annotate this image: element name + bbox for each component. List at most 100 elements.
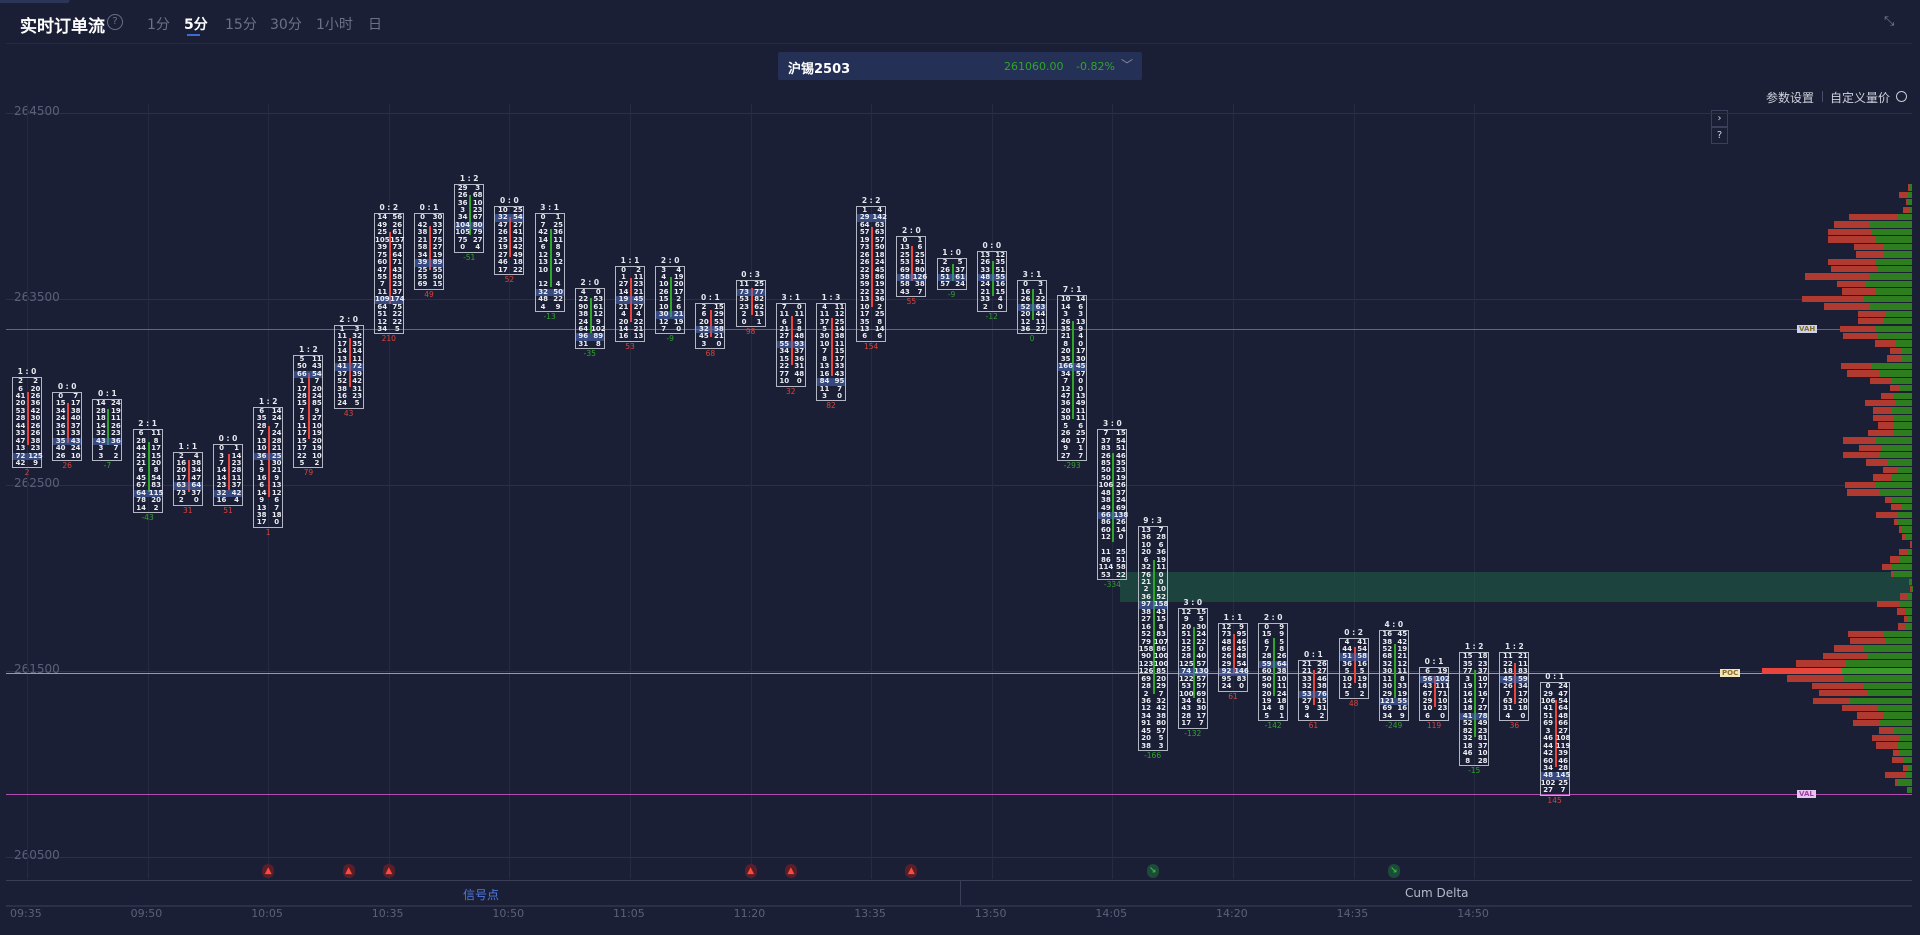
ask-volume: 23 xyxy=(231,458,242,467)
candle-ratio: 0 : 0 xyxy=(500,196,519,205)
signal-up-arrow-icon[interactable]: ▲ xyxy=(784,864,797,878)
footprint-candle[interactable]: 4 11 11 12 37 25 5 14 30 38 10 11 7 15 8 17 13 33 16 43 84 95… xyxy=(816,302,846,402)
footprint-candle[interactable]: 15 18 35 23 77 37 3 10 19 17 16 16 14 7 18 27 41 78 52 49 82… xyxy=(1459,652,1490,766)
footprint-candle[interactable]: 0 3 16 1 26 22 52 63 20 44 12 11 36 27 xyxy=(1017,280,1047,335)
footprint-candle[interactable]: 2 2 6 20 41 26 20 36 53 42 28 30 44 26 33 26 47 38 13 23 72 1… xyxy=(12,377,43,469)
footprint-candle[interactable]: 4 41 44 54 51 58 36 16 5 5 10 19 12 18 5 2 xyxy=(1338,637,1369,700)
footprint-candle[interactable]: 0 1 3 14 7 23 14 28 14 11 23 37 32 42 16 4 xyxy=(213,444,243,506)
footprint-candle[interactable]: 1 4 29 142 64 63 57 63 19 57 73 50 26 18 26 24 22 45 39 86 5… xyxy=(856,206,887,342)
bid-volume: 25 xyxy=(417,265,428,274)
tab-1hour[interactable]: 1小时 xyxy=(316,17,353,33)
signal-down-arrow-icon[interactable]: ↘ xyxy=(1387,864,1400,878)
footprint-candle[interactable]: 29 3 26 68 36 10 3 23 34 67 104 80 105 79 75 27 0 4 xyxy=(454,183,485,253)
footprint-row: 14 26 xyxy=(93,422,121,430)
bid-volume: 27 xyxy=(1141,615,1151,624)
chevron-down-icon[interactable]: ﹀ xyxy=(1121,58,1134,72)
signal-up-arrow-icon[interactable]: ▲ xyxy=(744,864,757,878)
signal-up-arrow-icon[interactable]: ▲ xyxy=(262,864,275,878)
footprint-candle[interactable]: 11 25 73 77 53 82 23 62 2 13 0 1 xyxy=(735,280,766,328)
tab-cum-delta[interactable]: Cum Delta xyxy=(1405,886,1469,900)
footprint-candle[interactable]: 4 0 22 53 90 61 38 12 24 9 64 102 96 89 31 8 xyxy=(574,287,606,350)
footprint-candle[interactable]: 21 26 21 27 33 46 32 38 53 76 27 15 9 31 4 2 xyxy=(1298,659,1329,722)
footprint-candle[interactable]: 2 5 26 37 51 61 57 24 xyxy=(936,258,967,290)
ask-volume: 34 xyxy=(191,466,202,475)
footprint-candle[interactable]: 1 3 11 32 17 35 14 14 13 11 41 72 37 39 52 42 38 31 16 23 24… xyxy=(333,325,364,409)
footprint-candle[interactable]: 11 21 22 11 18 83 45 59 26 34 7 17 63 20 31 18 4 0 xyxy=(1499,652,1530,722)
footprint-candle[interactable]: 7 15 37 54 83 51 26 46 85 35 50 23 50 19 106 26 48 37 38 24… xyxy=(1097,429,1128,580)
footprint-candle[interactable]: 10 25 32 54 47 27 26 41 25 23 19 42 27 49 46 18 17 22 xyxy=(494,206,525,275)
tab-day[interactable]: 日 xyxy=(368,17,382,33)
expand-button[interactable]: › xyxy=(1711,110,1728,127)
ask-volume: 61 xyxy=(593,302,604,311)
footprint-candle[interactable]: 6 14 35 24 28 7 7 24 13 28 10 21 36 25 1 30 9 21 16 9 6 13 14 1… xyxy=(253,406,284,528)
tab-signal-points[interactable]: 信号点 xyxy=(463,888,500,902)
footprint-candle[interactable]: 6 11 28 8 44 17 23 15 21 20 6 8 45 54 67 83 64 115 78 20 14 2 xyxy=(132,429,163,514)
ask-volume: 54 xyxy=(151,473,161,482)
bid-volume: 20 xyxy=(176,466,187,475)
footprint-candle[interactable]: 0 7 15 17 34 38 24 40 36 37 13 33 35 43 40 24 26 10 xyxy=(52,392,83,461)
footprint-candle[interactable]: 10 14 14 6 3 3 26 13 35 9 21 4 8 0 20 17 35 30 166 45 34 57 7 0… xyxy=(1057,295,1088,461)
candle-delta: -43 xyxy=(141,513,154,523)
tab-15min[interactable]: 15分 xyxy=(225,17,257,33)
ask-volume: 18 xyxy=(271,511,282,520)
footprint-candle[interactable]: 3 4 4 19 10 20 26 17 15 2 10 6 30 21 12 19 7 0 xyxy=(655,265,686,335)
signal-up-arrow-icon[interactable]: ▲ xyxy=(905,864,918,878)
footprint-candle[interactable]: 0 1 7 25 42 36 14 11 6 8 12 9 13 12 10 0 12 4 32 50 48 22 4 9 xyxy=(534,213,565,313)
footprint-candle[interactable]: 16 45 38 42 52 19 68 21 32 12 30 11 11 8 30 33 29 19 121 55… xyxy=(1378,630,1409,722)
ask-volume: 57 xyxy=(1075,369,1086,378)
tab-30min[interactable]: 30分 xyxy=(270,17,302,33)
candle-body xyxy=(1313,669,1316,706)
help-icon[interactable]: ? xyxy=(107,14,123,30)
bid-volume: 5 xyxy=(1344,667,1350,676)
footprint-candle[interactable]: 0 1 13 6 25 25 53 91 69 80 58 126 58 38 43 7 xyxy=(896,235,927,298)
footprint-row: 45 57 xyxy=(1139,727,1167,735)
price-axis-label: 263500 xyxy=(14,290,60,304)
footprint-candle[interactable]: 0 9 15 9 6 5 7 8 28 26 59 64 60 38 50 10 90 11 20 24 19 18 14 8… xyxy=(1258,622,1289,722)
symbol-selector[interactable]: 沪锡2503 261060.00 -0.82% ﹀ xyxy=(778,52,1142,80)
footprint-candle[interactable]: 13 12 26 35 33 51 48 55 24 16 21 15 33 4 2 0 xyxy=(976,250,1007,313)
footprint-candle[interactable]: 6 19 56 102 43 111 67 71 29 10 10 23 6 0 xyxy=(1419,667,1450,722)
ask-volume: 30 xyxy=(1075,354,1086,363)
tab-5min[interactable]: 5分 xyxy=(184,17,208,33)
footprint-candle[interactable]: 0 2 1 11 27 23 14 21 19 45 21 27 4 4 20 22 14 21 16 13 xyxy=(615,265,645,342)
bid-volume: 2 xyxy=(178,451,184,460)
bid-volume: 38 xyxy=(1141,741,1151,750)
footprint-candle[interactable]: 13 7 36 28 10 6 20 36 6 19 32 11 76 0 21 0 2 10 36 52 97 158 3… xyxy=(1137,525,1168,752)
custom-volume-price-button[interactable]: 自定义量价 xyxy=(1830,91,1891,105)
bid-volume: 11 xyxy=(739,280,749,289)
target-icon[interactable] xyxy=(1896,91,1907,102)
footprint-row: 27 23 xyxy=(616,280,644,288)
footprint-candle[interactable]: 12 9 73 95 48 46 66 45 26 48 29 54 92 146 95 83 24 0 xyxy=(1218,622,1249,692)
parameter-settings-button[interactable]: 参数设置 xyxy=(1766,91,1815,105)
signal-up-arrow-icon[interactable]: ▲ xyxy=(342,864,355,878)
footprint-candle[interactable]: 2 15 6 29 20 53 32 58 45 21 3 0 xyxy=(695,302,726,350)
footprint-candle[interactable]: 7 0 11 11 6 5 21 8 27 48 55 93 34 37 15 36 22 31 77 48 10 0 xyxy=(775,302,806,387)
bid-volume: 10 xyxy=(779,377,790,386)
footprint-candle[interactable]: 12 15 9 5 20 30 51 24 12 22 25 0 28 40 125 57 74 130 122 57… xyxy=(1177,607,1209,729)
ask-volume: 30 xyxy=(30,414,41,423)
footprint-row: 26 17 xyxy=(656,288,684,296)
footprint-candle[interactable]: 14 24 28 19 18 11 14 26 32 23 43 36 3 7 3 2 xyxy=(92,399,123,461)
signal-up-arrow-icon[interactable]: ▲ xyxy=(382,864,395,878)
ask-volume: 95 xyxy=(834,377,845,386)
chart-help-button[interactable]: ? xyxy=(1711,127,1728,144)
footprint-candle[interactable]: 0 30 42 33 38 37 21 75 58 27 34 19 39 89 25 55 55 50 69 15 xyxy=(414,213,444,290)
ask-volume: 15 xyxy=(714,302,724,311)
signal-down-arrow-icon[interactable]: ↘ xyxy=(1146,864,1159,878)
footprint-row: 100 69 xyxy=(1179,690,1207,698)
ask-volume: 11 xyxy=(794,310,805,319)
compress-icon[interactable]: ⤡ xyxy=(1884,14,1895,29)
profile-ask-bar xyxy=(1842,332,1878,340)
footprint-candle[interactable]: 5 11 50 43 66 54 1 7 17 20 28 24 15 85 7 9 5 27 11 10 17 19 15… xyxy=(293,354,324,469)
ask-volume: 9 xyxy=(314,406,320,415)
footprint-candle[interactable]: 2 4 16 38 20 34 17 47 63 64 73 37 2 0 xyxy=(172,451,203,506)
footprint-poc-row: 41 78 xyxy=(1460,712,1489,721)
footprint-row: 10 11 xyxy=(817,340,845,348)
footprint-row: 33 26 xyxy=(13,429,41,437)
footprint-candle[interactable]: 14 56 49 26 25 61 105 157 39 73 75 64 60 71 47 43 55 58 7 2… xyxy=(373,213,405,335)
footprint-candle[interactable]: 0 24 29 47 106 54 41 64 51 48 69 66 3 27 46 108 44 119 42 3… xyxy=(1539,682,1570,796)
candle-body xyxy=(911,245,914,282)
tab-1min[interactable]: 1分 xyxy=(147,17,170,33)
